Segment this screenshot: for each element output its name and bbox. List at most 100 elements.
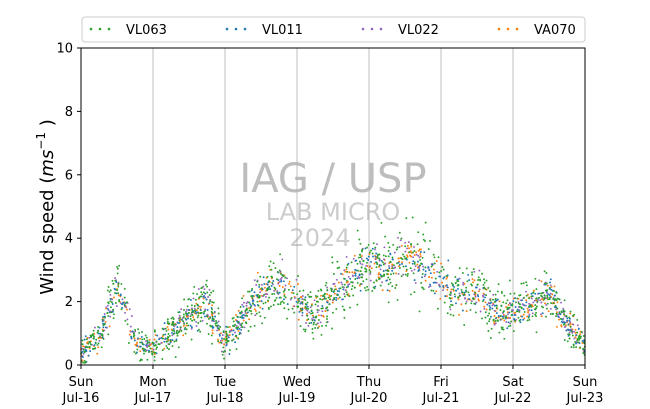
data-point (400, 237, 403, 240)
data-point (260, 283, 263, 286)
data-point (477, 295, 480, 298)
data-point (217, 312, 220, 315)
data-point (249, 305, 252, 308)
data-point (208, 294, 211, 297)
data-point (520, 282, 523, 285)
data-point (498, 331, 501, 334)
data-point (307, 307, 310, 310)
data-point (373, 262, 376, 265)
data-point (473, 293, 476, 296)
data-point (340, 272, 342, 275)
data-point (335, 296, 338, 299)
data-point (505, 321, 508, 323)
data-point (367, 288, 370, 291)
data-point (506, 308, 509, 311)
data-point (261, 322, 264, 325)
data-point (196, 316, 199, 319)
data-point (185, 310, 187, 313)
data-point (220, 337, 223, 340)
data-point (153, 359, 156, 362)
data-point (396, 246, 399, 249)
data-point (359, 262, 362, 265)
data-point (360, 266, 363, 269)
data-point (528, 297, 531, 300)
data-point (505, 302, 508, 305)
data-point (152, 348, 155, 351)
data-point (343, 295, 346, 298)
data-point (89, 341, 92, 344)
data-point (530, 292, 533, 295)
data-point (292, 292, 295, 295)
data-point (483, 278, 485, 281)
data-point (338, 296, 341, 299)
data-point (84, 348, 87, 351)
data-point (239, 316, 242, 319)
data-point (171, 339, 174, 342)
data-point (516, 308, 519, 311)
data-point (362, 259, 365, 262)
data-point (489, 299, 492, 302)
data-point (363, 286, 366, 289)
data-point (472, 298, 475, 301)
x-tick-day-label: Mon (139, 375, 166, 390)
data-point (232, 320, 235, 323)
data-point (519, 321, 522, 324)
data-point (495, 312, 498, 315)
data-point (182, 313, 185, 316)
data-point (580, 335, 582, 338)
data-point (556, 301, 559, 304)
data-point (191, 314, 194, 317)
data-point (348, 295, 351, 298)
data-point (222, 330, 225, 333)
data-point (490, 327, 493, 330)
data-point (543, 298, 546, 301)
data-point (190, 304, 193, 307)
data-point (360, 273, 363, 276)
data-point (204, 315, 206, 318)
data-point (239, 306, 242, 308)
data-point (106, 304, 109, 307)
data-point (462, 283, 465, 286)
data-point (88, 346, 91, 349)
data-point (487, 330, 490, 332)
data-point (477, 298, 480, 301)
data-point (242, 319, 245, 322)
data-point (540, 280, 543, 283)
data-point (457, 287, 459, 290)
data-point (218, 341, 221, 344)
x-tick-date-label: Jul-23 (566, 391, 604, 406)
data-point (370, 249, 372, 252)
data-point (458, 277, 461, 280)
data-point (98, 336, 101, 339)
data-point (457, 298, 460, 301)
data-point (211, 308, 214, 311)
data-point (402, 265, 405, 268)
data-point (116, 289, 119, 292)
data-point (215, 319, 217, 322)
data-point (388, 267, 391, 270)
data-point (238, 331, 241, 334)
data-point (433, 271, 436, 274)
data-point (163, 340, 166, 343)
data-point (336, 293, 339, 296)
data-point (244, 311, 247, 314)
data-point (378, 259, 381, 262)
data-point (283, 293, 286, 296)
data-point (535, 311, 538, 314)
data-point (333, 282, 336, 285)
data-point (97, 346, 100, 349)
data-point (374, 285, 377, 288)
data-point (432, 253, 435, 256)
data-point (543, 270, 546, 273)
data-point (555, 291, 558, 294)
data-point (271, 276, 274, 279)
data-point (237, 309, 240, 312)
data-point (248, 307, 251, 310)
watermark-line-2: LAB MICRO (266, 198, 401, 226)
data-point (546, 294, 549, 297)
data-point (320, 314, 323, 317)
data-point (114, 277, 117, 280)
data-point (557, 313, 560, 316)
data-point (259, 288, 262, 291)
data-point (94, 347, 97, 350)
